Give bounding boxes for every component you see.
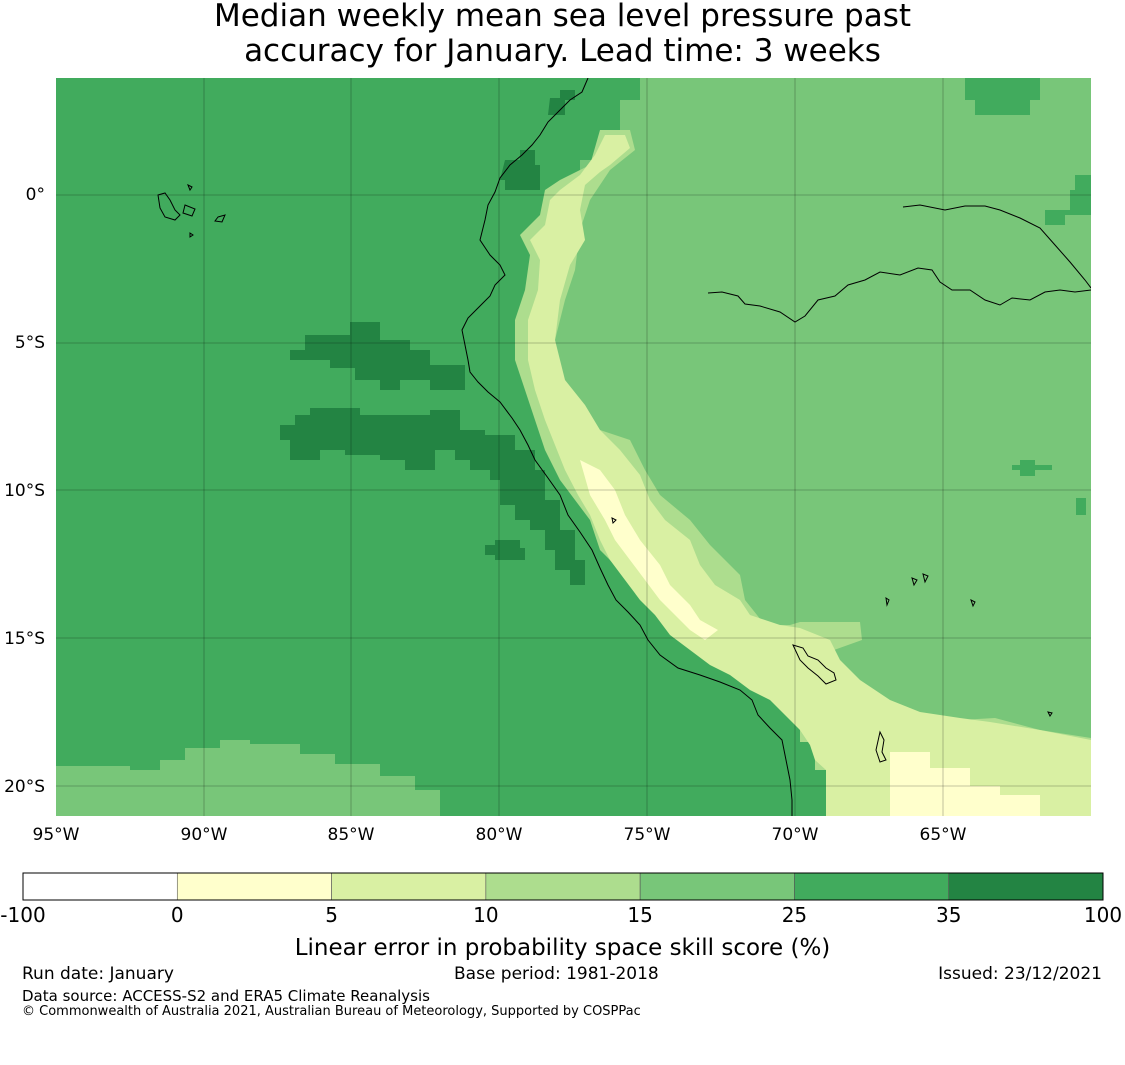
southeast-zone-0-5 <box>890 752 1040 816</box>
poopo-lake <box>875 730 887 763</box>
colorbar-frame <box>22 872 1104 901</box>
map-fill <box>56 78 1091 816</box>
lon-tick-label: 95°W <box>33 825 80 845</box>
small-lakes <box>611 517 1053 717</box>
colorbar-label: Linear error in probability space skill … <box>294 935 831 961</box>
lat-tick-label: 20°S <box>4 777 45 797</box>
strong-skill-zone-4 <box>500 150 540 190</box>
lon-tick-label: 85°W <box>328 825 375 845</box>
coastal-band-5-10 <box>528 135 1091 816</box>
inland-patch-b <box>1076 498 1086 515</box>
colorbar: -100 0 5 10 15 25 35 100 <box>0 872 1122 927</box>
galapagos-islands <box>157 183 226 238</box>
title-line-1: Median weekly mean sea level pressure pa… <box>213 0 911 34</box>
copyright: © Commonwealth of Australia 2021, Austra… <box>22 1004 641 1019</box>
colorbar-tick-label: 100 <box>1084 903 1122 927</box>
run-date: Run date: January <box>22 964 174 984</box>
colorbar-tick-label: 10 <box>473 903 498 927</box>
coastal-band-0-5 <box>580 460 718 640</box>
southwest-zone <box>56 740 440 816</box>
strong-skill-zone-2 <box>280 408 585 585</box>
amazon-tributary <box>902 204 1091 289</box>
base-period: Base period: 1981-2018 <box>454 964 659 984</box>
lon-tick-label: 70°W <box>772 825 819 845</box>
titicaca-lake <box>792 644 837 685</box>
strong-skill-zone-3 <box>485 540 525 560</box>
lon-tick-label: 65°W <box>920 825 967 845</box>
lat-tick-label: 0° <box>26 185 45 205</box>
title-line-2: accuracy for January. Lead time: 3 weeks <box>244 33 881 69</box>
lon-tick-label: 75°W <box>624 825 671 845</box>
colorbar-tick-label: 0 <box>171 903 184 927</box>
colorbar-segment <box>794 872 950 901</box>
colorbar-segment <box>485 872 641 901</box>
colorbar-segment <box>22 872 178 901</box>
lat-tick-label: 5°S <box>15 333 45 353</box>
lat-tick-label: 10°S <box>4 481 45 501</box>
colorbar-segment <box>639 872 795 901</box>
colorbar-tick-label: 5 <box>325 903 338 927</box>
colorbar-tick-label: -100 <box>0 903 45 927</box>
colorbar-segment <box>948 872 1104 901</box>
lat-tick-label: 15°S <box>4 629 45 649</box>
colorbar-tick-label: 15 <box>627 903 652 927</box>
strong-skill-zone-6 <box>965 78 1040 115</box>
lon-tick-label: 90°W <box>181 825 228 845</box>
colorbar-tick-label: 35 <box>936 903 961 927</box>
inland-zone <box>540 78 1091 816</box>
colorbar-segment <box>331 872 487 901</box>
lon-tick-label: 80°W <box>476 825 523 845</box>
strong-skill-zone-5 <box>548 90 575 115</box>
strong-skill-zone-1 <box>290 322 465 390</box>
issued-date: Issued: 23/12/2021 <box>938 964 1102 984</box>
south-america-coastline <box>461 78 793 816</box>
colorbar-tick-label: 25 <box>782 903 807 927</box>
inland-zone-25-35 <box>1045 175 1091 225</box>
gridlines <box>56 78 1091 816</box>
inland-patch-a <box>1012 460 1052 476</box>
data-source: Data source: ACCESS-S2 and ERA5 Climate … <box>22 987 430 1005</box>
coastlines <box>157 78 1091 816</box>
colorbar-segment <box>176 872 332 901</box>
amazon-river <box>707 267 1091 323</box>
